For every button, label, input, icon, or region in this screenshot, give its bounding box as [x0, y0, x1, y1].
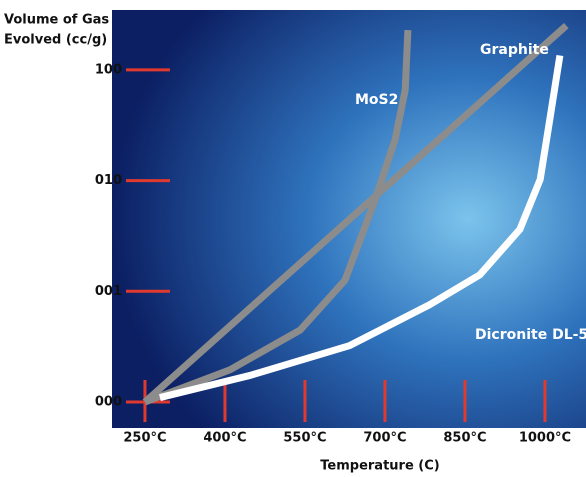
series-line	[143, 29, 412, 406]
x-axis-title: Temperature (C)	[320, 459, 439, 474]
x-tick-label: 1000°C	[519, 431, 571, 446]
x-tick-label: 700°C	[363, 431, 406, 446]
series-label: Graphite	[480, 42, 549, 58]
y-tick-label: 010	[95, 173, 122, 188]
y-tick-label: 000	[95, 395, 122, 410]
x-tick-label: 550°C	[283, 431, 326, 446]
y-tick-label: 001	[95, 284, 122, 299]
x-tick-label: 400°C	[203, 431, 246, 446]
x-tick-label: 850°C	[443, 431, 486, 446]
series-line	[142, 23, 569, 405]
series-label: Dicronite DL-5	[475, 327, 586, 343]
y-tick-label: 100	[95, 62, 122, 77]
x-tick-label: 250°C	[123, 431, 166, 446]
series-label: MoS2	[355, 92, 398, 108]
y-axis-title: Volume of Gas	[4, 13, 109, 28]
y-axis-title: Evolved (cc/g)	[4, 33, 107, 48]
series-line	[159, 54, 564, 401]
